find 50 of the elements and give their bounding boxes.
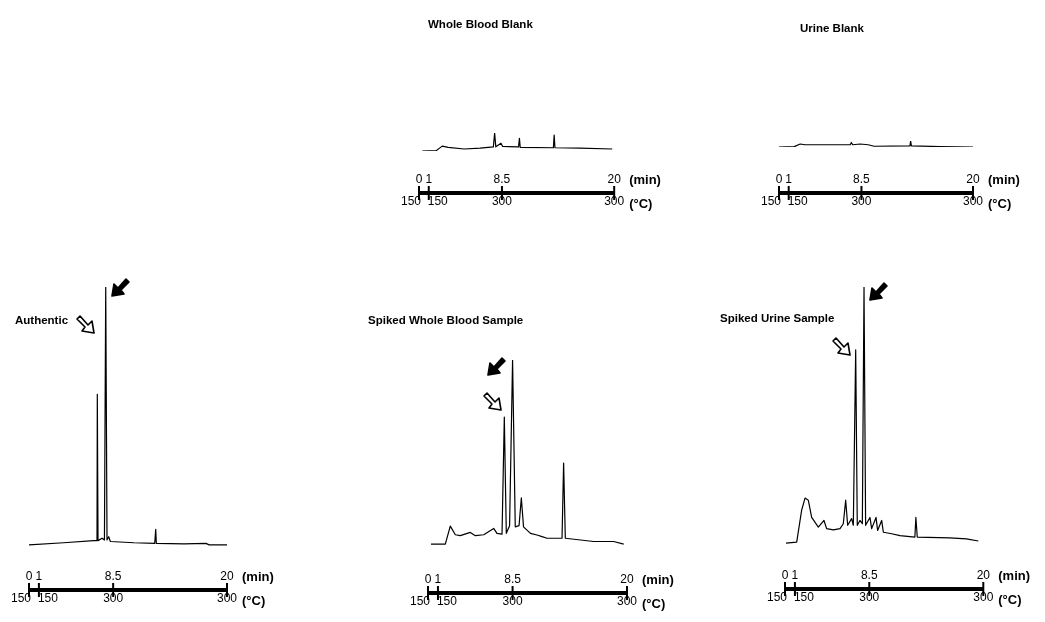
x-tick-label: 0	[415, 172, 423, 186]
text: 300	[216, 591, 238, 605]
text: Spiked Urine Sample	[720, 312, 835, 324]
x-tick-label: 8.5	[503, 572, 521, 586]
text: 150	[436, 594, 457, 608]
x-axis-title: (min)	[641, 572, 674, 587]
text: 300	[962, 194, 984, 208]
text: 300	[851, 194, 872, 208]
x-tick-label: 20	[607, 172, 621, 186]
x-tick-label: 1	[434, 572, 442, 586]
text: 300	[603, 194, 625, 208]
x-tick-label: 8.5	[104, 569, 122, 583]
x-axis-title: (min)	[628, 172, 661, 187]
text: (°C)	[987, 196, 1012, 211]
text: Authentic	[15, 314, 69, 326]
x-tick-label: 20	[976, 568, 991, 582]
chart-title: Urine Blank	[800, 22, 864, 34]
x-axis-title: (min)	[242, 569, 274, 584]
x-axis-title: (min)	[998, 568, 1031, 583]
text: 300	[502, 594, 523, 608]
x-tick-label: 20	[220, 569, 234, 583]
text: 300	[491, 194, 513, 208]
x-tick-label: 0	[781, 568, 789, 582]
x-tick-label: 1	[35, 569, 43, 583]
text: 300	[103, 591, 124, 605]
text: (°C)	[998, 592, 1022, 607]
text: (°C)	[628, 196, 653, 211]
x-tick-label: 0	[775, 172, 783, 186]
x-tick-label: 1	[425, 172, 433, 186]
x-tick-label: 0	[424, 572, 432, 586]
text: 300	[616, 594, 638, 608]
x-tick-label: 0	[25, 569, 33, 583]
x-tick-label: 1	[791, 568, 799, 582]
text: (°C)	[641, 596, 665, 611]
x-axis-title: (min)	[987, 172, 1020, 187]
x-tick-label: 20	[620, 572, 634, 586]
text: 150	[37, 591, 59, 605]
chart-title: Whole Blood Blank	[428, 18, 533, 30]
text: 150	[787, 194, 808, 208]
text: 300	[973, 590, 994, 604]
x-tick-label: 8.5	[493, 172, 511, 186]
x-tick-label: 20	[966, 172, 980, 186]
text: 300	[859, 590, 880, 604]
chart-title: Spiked Whole Blood Sample	[368, 314, 524, 326]
x-tick-label: 8.5	[860, 568, 878, 582]
text: (°C)	[242, 593, 266, 608]
x-tick-label: 1	[785, 172, 793, 186]
text: 150	[793, 590, 815, 604]
text: 150	[427, 194, 448, 208]
x-tick-label: 8.5	[852, 172, 870, 186]
